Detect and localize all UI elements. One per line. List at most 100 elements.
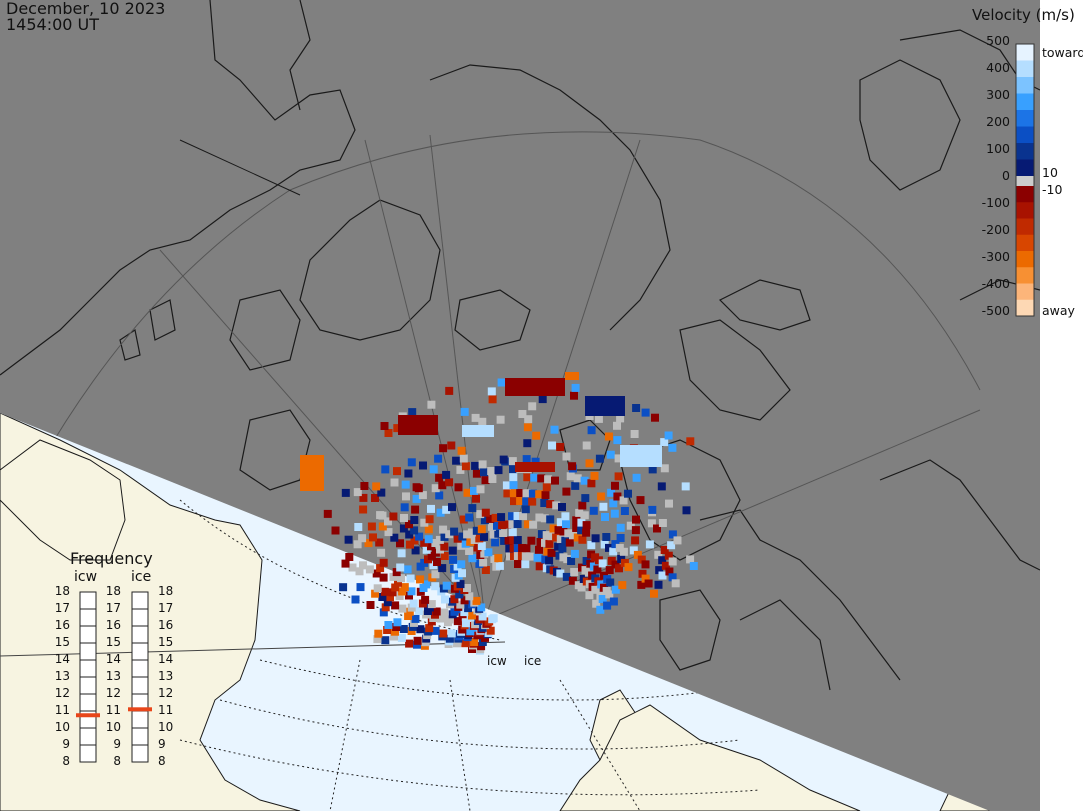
colorbar-segment bbox=[1016, 218, 1034, 236]
scatter-cell bbox=[394, 578, 402, 587]
scatter-cell bbox=[431, 570, 440, 579]
scatter-cell bbox=[447, 441, 456, 450]
scatter-cell bbox=[404, 469, 413, 478]
scatter-cell bbox=[461, 539, 470, 548]
scatter-cell bbox=[400, 503, 409, 512]
scatter-cell bbox=[407, 587, 416, 596]
scatter-cell bbox=[399, 625, 408, 633]
scatter-cell bbox=[519, 512, 527, 521]
frequency-tick-icw: 17 bbox=[54, 601, 70, 615]
scatter-cell bbox=[359, 561, 367, 570]
scatter-cell bbox=[419, 461, 427, 470]
scatter-cell bbox=[379, 573, 388, 582]
scatter-cell bbox=[554, 525, 563, 534]
scatter-cell bbox=[300, 455, 324, 491]
frequency-tick-ice: 8 bbox=[158, 754, 166, 768]
scatter-cell bbox=[606, 578, 615, 587]
scatter-cell bbox=[449, 555, 458, 564]
frequency-tick-mid: 12 bbox=[105, 686, 121, 700]
scatter-cell bbox=[522, 455, 531, 464]
scatter-cell bbox=[554, 542, 563, 551]
scatter-cell bbox=[439, 444, 448, 453]
scatter-cell bbox=[344, 535, 353, 544]
scatter-cell bbox=[341, 559, 350, 568]
scatter-cell bbox=[648, 505, 657, 514]
scatter-cell bbox=[398, 415, 438, 435]
scatter-cell bbox=[439, 525, 448, 534]
scatter-cell bbox=[383, 598, 392, 607]
scatter-cell bbox=[660, 438, 669, 447]
scatter-cell bbox=[686, 437, 695, 446]
scatter-cell bbox=[371, 494, 379, 502]
scatter-cell bbox=[458, 532, 467, 541]
scatter-cell bbox=[518, 410, 527, 418]
scatter-cell bbox=[407, 627, 416, 635]
scatter-cell bbox=[376, 564, 385, 573]
scatter-cell bbox=[616, 523, 625, 532]
scatter-cell bbox=[466, 537, 475, 546]
scatter-cell bbox=[513, 536, 522, 544]
scatter-cell bbox=[397, 633, 406, 642]
scatter-cell bbox=[392, 623, 401, 631]
scatter-cell bbox=[412, 483, 421, 492]
scatter-cell bbox=[620, 507, 629, 515]
scatter-cell bbox=[391, 583, 400, 592]
scatter-cell bbox=[516, 489, 525, 497]
frequency-tick-ice: 14 bbox=[158, 652, 174, 666]
scatter-cell bbox=[398, 587, 407, 596]
scatter-cell bbox=[658, 556, 667, 565]
scatter-cell bbox=[614, 454, 623, 463]
scatter-cell bbox=[532, 431, 541, 440]
scatter-cell bbox=[637, 555, 646, 564]
scatter-cell bbox=[528, 402, 537, 411]
scatter-cell bbox=[645, 540, 654, 549]
plot-date: December, 10 2023 bbox=[6, 0, 166, 18]
scatter-cell bbox=[591, 585, 600, 594]
scatter-cell bbox=[686, 555, 695, 564]
scatter-cell bbox=[564, 529, 573, 538]
scatter-cell bbox=[538, 395, 547, 404]
scatter-cell bbox=[460, 407, 469, 416]
scatter-cell bbox=[463, 530, 472, 539]
scatter-cell bbox=[381, 465, 390, 474]
scatter-cell bbox=[456, 600, 465, 609]
scatter-cell bbox=[440, 552, 449, 560]
scatter-cell bbox=[404, 612, 413, 620]
scatter-cell bbox=[440, 542, 449, 551]
scatter-cell bbox=[491, 513, 500, 522]
scatter-cell bbox=[460, 596, 469, 605]
scatter-cell bbox=[641, 408, 650, 417]
scatter-cell bbox=[509, 544, 518, 553]
scatter-cell bbox=[547, 532, 556, 541]
scatter-cell bbox=[531, 457, 540, 466]
scatter-cell bbox=[494, 554, 503, 563]
colorbar-tick: -200 bbox=[981, 222, 1010, 237]
scatter-cell bbox=[375, 538, 384, 547]
scatter-cell bbox=[641, 560, 650, 569]
radar-label-ice: ice bbox=[131, 569, 152, 585]
scatter-cell bbox=[405, 530, 414, 539]
colorbar-minus10-label: -10 bbox=[1042, 182, 1063, 197]
scatter-cell bbox=[664, 431, 673, 440]
scatter-cell bbox=[470, 536, 479, 544]
scatter-cell bbox=[523, 473, 532, 482]
colorbar-tick: -400 bbox=[981, 276, 1010, 291]
scatter-cell bbox=[550, 425, 559, 434]
scatter-cell bbox=[497, 513, 506, 522]
scatter-cell bbox=[478, 638, 487, 646]
scatter-cell bbox=[641, 574, 650, 583]
radar-fan-cells bbox=[300, 372, 698, 655]
scatter-cell bbox=[545, 539, 554, 548]
scatter-cell bbox=[580, 476, 589, 485]
scatter-cell bbox=[450, 595, 459, 604]
scatter-cell bbox=[658, 571, 667, 580]
scatter-cell bbox=[383, 626, 392, 634]
scatter-cell bbox=[602, 533, 611, 541]
colorbar-tick: 500 bbox=[986, 33, 1010, 48]
scatter-cell bbox=[405, 520, 413, 529]
scatter-cell bbox=[458, 625, 467, 634]
scatter-cell bbox=[654, 550, 663, 559]
frequency-tick-icw: 8 bbox=[62, 754, 70, 768]
scatter-cell bbox=[489, 614, 498, 623]
